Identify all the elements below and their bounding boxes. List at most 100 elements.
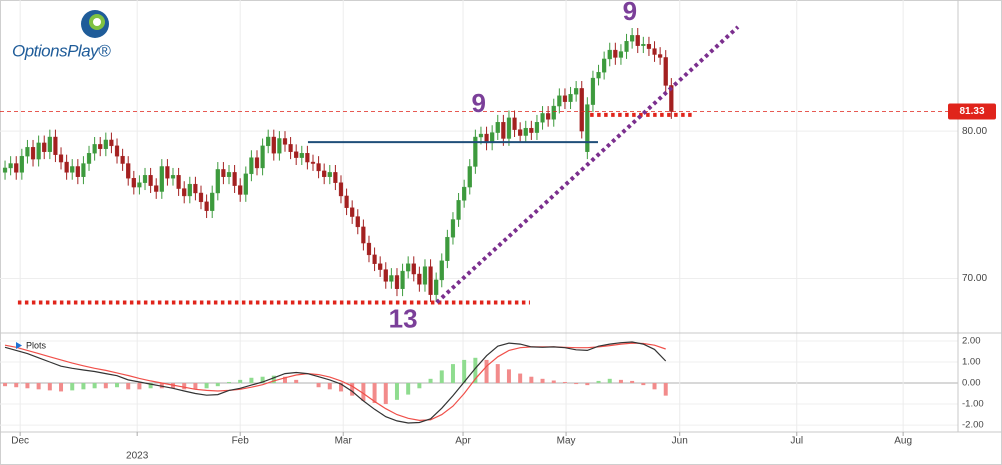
candle-body — [282, 138, 288, 145]
y-tick-label: 80.00 — [962, 126, 987, 137]
histogram-bar — [193, 383, 198, 390]
candle-body — [394, 275, 400, 289]
candle-body — [2, 167, 8, 173]
candle-body — [585, 104, 590, 152]
candle-body — [14, 163, 19, 173]
candle-body — [344, 195, 349, 208]
candle-body — [182, 188, 187, 197]
macd-line — [4, 341, 667, 424]
candle-body — [142, 175, 148, 183]
candle-body — [260, 145, 265, 169]
candle-body — [590, 77, 596, 105]
candle-body — [546, 113, 551, 120]
histogram-bar — [607, 378, 612, 384]
candle-body — [568, 94, 573, 102]
candle-body — [53, 136, 58, 155]
plots-label: Plots — [26, 340, 47, 350]
candle-body — [25, 147, 30, 157]
y-tick-label: 2.00 — [962, 336, 981, 347]
candle-body — [333, 172, 338, 183]
candle-body — [109, 139, 114, 147]
histogram-bar — [439, 370, 444, 384]
candle-body — [428, 266, 433, 295]
annotation-label: 9 — [471, 88, 485, 118]
candle-body — [327, 172, 332, 177]
histogram-bar — [25, 383, 30, 389]
candle-body — [75, 166, 80, 177]
price-tag-label: 81.33 — [959, 106, 984, 117]
histogram-bar — [294, 379, 299, 384]
candle-body — [383, 269, 388, 282]
candle-body — [473, 136, 478, 167]
candle-body — [232, 172, 237, 186]
histogram-bar — [47, 383, 52, 391]
histogram-bar — [361, 383, 366, 401]
x-tick-label: Jun — [672, 436, 688, 447]
candle-body — [350, 207, 355, 217]
y-tick-label: 1.00 — [962, 357, 981, 368]
histogram-bar — [506, 369, 511, 384]
candle-body — [462, 186, 467, 201]
histogram-bar — [316, 383, 321, 388]
histogram-bar — [641, 383, 646, 386]
y-tick-label: 70.00 — [962, 273, 987, 284]
candle-body — [400, 270, 405, 289]
candle-body — [271, 136, 276, 154]
candle-body — [103, 139, 108, 149]
candle-body — [70, 166, 75, 173]
candle-body — [434, 279, 439, 295]
candle-body — [47, 136, 52, 152]
candle-body — [557, 95, 562, 107]
x-tick-label: Jul — [790, 436, 803, 447]
candle-body — [523, 127, 528, 136]
candle-body — [36, 142, 41, 160]
candle-body — [159, 166, 164, 192]
histogram-bar — [473, 357, 478, 384]
candle-body — [658, 54, 663, 58]
candle-body — [170, 175, 176, 179]
histogram-bar — [36, 383, 41, 390]
candle-body — [506, 117, 512, 139]
candle-body — [406, 263, 411, 272]
candle-body — [663, 57, 668, 86]
plots-toggle[interactable] — [16, 342, 22, 349]
candle-body — [361, 226, 366, 244]
candle-body — [277, 138, 282, 154]
candle-body — [501, 122, 506, 139]
candle-body — [534, 122, 540, 133]
candle-body — [243, 173, 248, 195]
histogram-bar — [215, 383, 220, 387]
logo: OptionsPlay® — [12, 10, 112, 60]
candle-body — [8, 163, 13, 169]
candle-body — [316, 163, 321, 172]
candle-body — [579, 88, 584, 132]
histogram-bar — [3, 383, 8, 387]
candle-body — [618, 51, 624, 58]
histogram-bar — [450, 364, 455, 384]
candle-body — [355, 216, 360, 228]
candle-body — [120, 155, 125, 164]
candle-body — [439, 260, 444, 281]
candle-body — [98, 144, 103, 149]
candle-body — [30, 147, 36, 160]
candle-body — [114, 145, 120, 157]
histogram-bar — [126, 383, 131, 390]
histogram-bar — [663, 383, 668, 396]
candle-body — [338, 182, 344, 197]
x-tick-label: Mar — [335, 436, 353, 447]
histogram-bar — [652, 383, 657, 390]
annotation-label: 13 — [389, 303, 418, 333]
plots-legend: Plots — [16, 340, 47, 350]
histogram-bar — [282, 376, 287, 384]
logo-text: OptionsPlay® — [12, 41, 111, 60]
candle-body — [478, 133, 484, 138]
candle-body — [613, 49, 618, 58]
histogram-bar — [148, 383, 153, 389]
candle-body — [226, 172, 232, 177]
candle-body — [607, 49, 612, 60]
candle-body — [254, 157, 260, 169]
candle-body — [310, 161, 316, 164]
histogram-bar — [551, 380, 556, 384]
candle-body — [299, 153, 304, 158]
logo-icon-dot — [93, 18, 101, 26]
